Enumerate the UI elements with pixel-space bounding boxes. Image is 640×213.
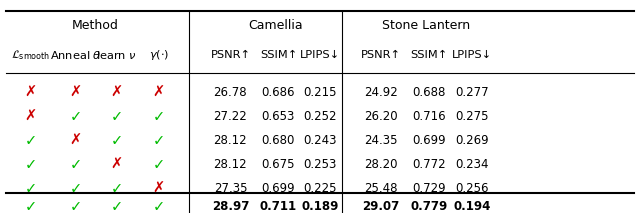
Text: ✓: ✓ (24, 133, 37, 148)
Text: ✓: ✓ (110, 109, 123, 124)
Text: ✗: ✗ (110, 157, 123, 172)
Text: ✓: ✓ (110, 199, 123, 213)
Text: 0.716: 0.716 (412, 110, 445, 123)
Text: 0.234: 0.234 (456, 158, 489, 171)
Text: LPIPS↓: LPIPS↓ (300, 50, 340, 60)
Text: 0.215: 0.215 (303, 86, 337, 99)
Text: ✓: ✓ (69, 109, 82, 124)
Text: 0.779: 0.779 (410, 200, 447, 213)
Text: 28.20: 28.20 (364, 158, 397, 171)
Text: Anneal $\theta$: Anneal $\theta$ (50, 49, 101, 61)
Text: 28.12: 28.12 (214, 134, 247, 147)
Text: ✓: ✓ (152, 157, 165, 172)
Text: $\mathcal{L}_{\mathrm{smooth}}$: $\mathcal{L}_{\mathrm{smooth}}$ (11, 48, 51, 62)
Text: ✓: ✓ (152, 133, 165, 148)
Text: ✓: ✓ (152, 109, 165, 124)
Text: 27.22: 27.22 (214, 110, 247, 123)
Text: Camellia: Camellia (248, 19, 303, 32)
Text: 0.243: 0.243 (303, 134, 337, 147)
Text: 0.729: 0.729 (412, 182, 445, 195)
Text: 0.699: 0.699 (412, 134, 445, 147)
Text: $\gamma(\cdot)$: $\gamma(\cdot)$ (148, 48, 169, 62)
Text: 0.253: 0.253 (303, 158, 337, 171)
Text: ✓: ✓ (110, 181, 123, 196)
Text: Stone Lantern: Stone Lantern (383, 19, 470, 32)
Text: ✓: ✓ (24, 157, 37, 172)
Text: 0.711: 0.711 (260, 200, 297, 213)
Text: 0.277: 0.277 (456, 86, 489, 99)
Text: PSNR↑: PSNR↑ (361, 50, 401, 60)
Text: 0.686: 0.686 (262, 86, 295, 99)
Text: 0.194: 0.194 (454, 200, 491, 213)
Text: ✓: ✓ (69, 181, 82, 196)
Text: ✗: ✗ (69, 85, 82, 100)
Text: 0.256: 0.256 (456, 182, 489, 195)
Text: 26.78: 26.78 (214, 86, 247, 99)
Text: ✗: ✗ (24, 85, 37, 100)
Text: ✓: ✓ (24, 181, 37, 196)
Text: 25.48: 25.48 (364, 182, 397, 195)
Text: ✗: ✗ (152, 181, 165, 196)
Text: 28.97: 28.97 (212, 200, 249, 213)
Text: ✓: ✓ (69, 199, 82, 213)
Text: PSNR↑: PSNR↑ (211, 50, 250, 60)
Text: SSIM↑: SSIM↑ (260, 50, 297, 60)
Text: 0.225: 0.225 (303, 182, 337, 195)
Text: SSIM↑: SSIM↑ (410, 50, 447, 60)
Text: 28.12: 28.12 (214, 158, 247, 171)
Text: 27.35: 27.35 (214, 182, 247, 195)
Text: 0.252: 0.252 (303, 110, 337, 123)
Text: ✗: ✗ (152, 85, 165, 100)
Text: 0.699: 0.699 (262, 182, 295, 195)
Text: ✗: ✗ (110, 85, 123, 100)
Text: 0.275: 0.275 (456, 110, 489, 123)
Text: LPIPS↓: LPIPS↓ (452, 50, 492, 60)
Text: ✓: ✓ (152, 199, 165, 213)
Text: 0.189: 0.189 (301, 200, 339, 213)
Text: ✗: ✗ (24, 109, 37, 124)
Text: 0.675: 0.675 (262, 158, 295, 171)
Text: ✓: ✓ (110, 133, 123, 148)
Text: learn $\nu$: learn $\nu$ (96, 49, 137, 61)
Text: 0.653: 0.653 (262, 110, 295, 123)
Text: 0.269: 0.269 (456, 134, 489, 147)
Text: 0.688: 0.688 (412, 86, 445, 99)
Text: 0.772: 0.772 (412, 158, 445, 171)
Text: ✗: ✗ (69, 133, 82, 148)
Text: 29.07: 29.07 (362, 200, 399, 213)
Text: ✓: ✓ (24, 199, 37, 213)
Text: 24.92: 24.92 (364, 86, 397, 99)
Text: Method: Method (71, 19, 118, 32)
Text: 24.35: 24.35 (364, 134, 397, 147)
Text: 26.20: 26.20 (364, 110, 397, 123)
Text: ✓: ✓ (69, 157, 82, 172)
Text: 0.680: 0.680 (262, 134, 295, 147)
